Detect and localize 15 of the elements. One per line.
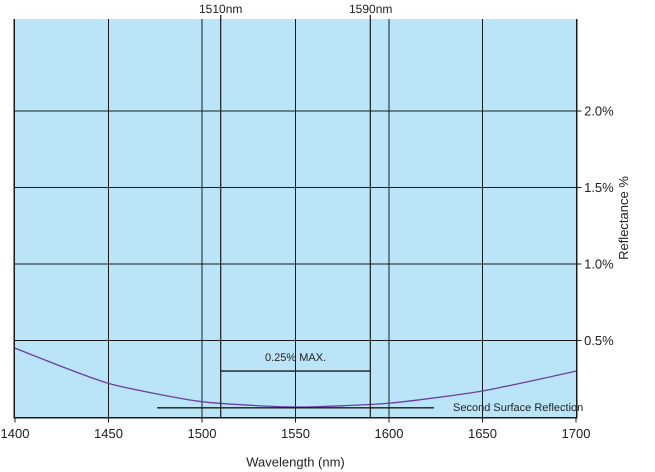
x-tick-label: 1500 xyxy=(188,426,216,442)
y-tick-label: 0.5% xyxy=(584,333,614,348)
y-axis-title: Reflectance % xyxy=(616,176,632,260)
x-tick-label: 1650 xyxy=(468,426,497,442)
x-tick-label: 1450 xyxy=(94,426,123,442)
x-tick-label: 1700 xyxy=(562,426,590,442)
x-axis-title: Wavelength (nm) xyxy=(246,454,345,470)
ref-line-label: 1590nm xyxy=(349,2,392,16)
x-tick-label: 1550 xyxy=(281,426,310,442)
x-tick-label: 1400 xyxy=(0,426,30,442)
y-tick-label: 2.0% xyxy=(584,103,614,118)
ref-line-label: 1510nm xyxy=(199,2,242,16)
y-tick-label: 1.5% xyxy=(584,180,614,195)
x-tick-label: 1600 xyxy=(374,426,404,442)
y-tick-label: 1.0% xyxy=(584,256,614,272)
